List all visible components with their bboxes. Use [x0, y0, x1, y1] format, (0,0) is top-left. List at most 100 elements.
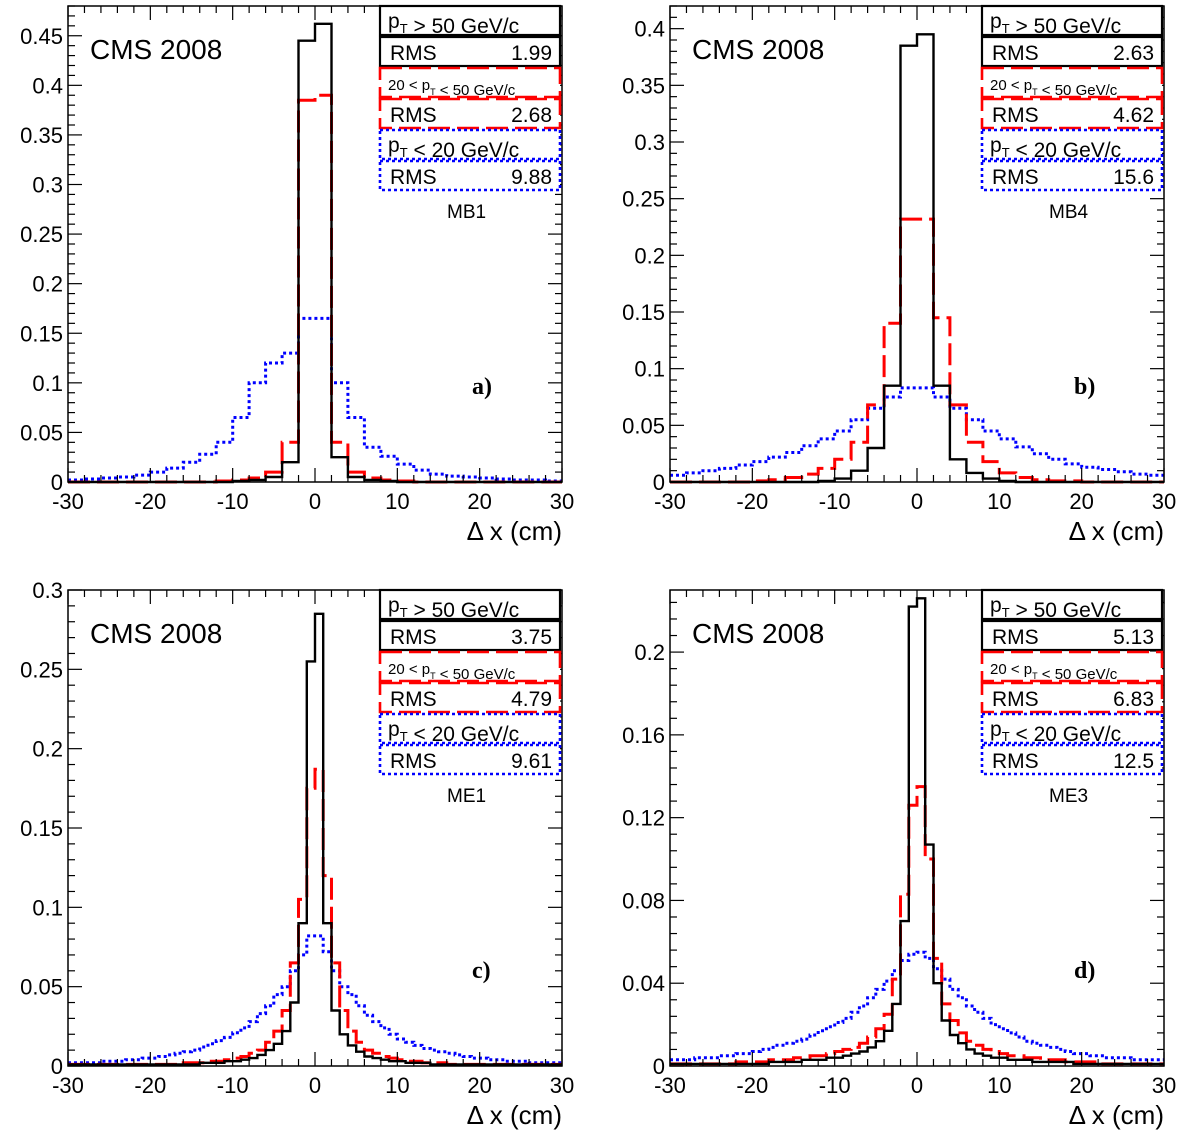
x-tick-label: 10 [987, 489, 1011, 514]
x-tick-label: -10 [819, 1073, 851, 1098]
legend-series-name: pT > 50 GeV/c [388, 594, 519, 622]
x-tick-label: -20 [134, 1073, 166, 1098]
y-tick-label: 0.12 [622, 806, 665, 831]
legend-box [378, 743, 562, 776]
x-tick-label: -20 [134, 489, 166, 514]
legend-box [980, 4, 1164, 37]
legend-rms-label: RMS [992, 104, 1039, 127]
panel-letter: d) [1074, 958, 1095, 984]
legend-rms-label: RMS [992, 166, 1039, 189]
x-tick-label: -10 [819, 489, 851, 514]
legend-box [378, 712, 562, 745]
y-tick-label: 0.2 [32, 737, 63, 762]
x-tick-label: -30 [654, 1073, 686, 1098]
x-tick-label: -20 [736, 1073, 768, 1098]
legend-box [378, 66, 562, 99]
y-tick-label: 0.35 [622, 73, 665, 98]
legend-box [980, 619, 1164, 652]
y-tick-label: 0.35 [20, 123, 63, 148]
chart-panel-mb1: -30 -20 -10 0 10 20 30 0 0.05 0.1 0.15 0.2 0.25 0.3 0.… [20, 4, 574, 546]
legend-series-name: 20 < pT < 50 GeV/c [388, 77, 516, 99]
x-axis-label: Δ x (cm) [467, 516, 562, 546]
y-tick-label: 0.15 [622, 300, 665, 325]
legend-entry-dashed: 20 < pT < 50 GeV/c RMS 2.68 [378, 66, 562, 130]
legend-rms-value: 4.62 [1113, 104, 1154, 127]
y-tick-label: 0.1 [32, 895, 63, 920]
legend-rms-value: 5.13 [1113, 626, 1154, 649]
legend-rms-value: 1.99 [511, 42, 552, 65]
y-tick-label: 0.04 [622, 971, 665, 996]
legend-box [378, 619, 562, 652]
x-tick-label: 10 [385, 489, 409, 514]
legend-box [980, 128, 1164, 161]
y-tick-label: 0.3 [32, 578, 63, 603]
histogram-solid-series [68, 612, 562, 1066]
y-tick-label: 0.1 [634, 357, 665, 382]
panel-letter: c) [472, 958, 491, 984]
y-tick-label: 0 [51, 1054, 63, 1079]
x-tick-label: 30 [550, 1073, 574, 1098]
y-tick-label: 0.25 [20, 657, 63, 682]
x-tick-label: 20 [467, 489, 491, 514]
legend-entry-solid: pT > 50 GeV/c RMS 2.63 [980, 4, 1164, 68]
legend-box [980, 159, 1164, 192]
experiment-label: CMS 2008 [90, 34, 222, 65]
legend-rms-value: 12.5 [1113, 750, 1154, 773]
station-label: MB4 [1049, 202, 1089, 223]
x-tick-label: -10 [217, 1073, 249, 1098]
legend-entry-dashed: 20 < pT < 50 GeV/c RMS 4.79 [378, 650, 562, 714]
x-tick-label: 30 [550, 489, 574, 514]
legend-series-name: pT > 50 GeV/c [388, 10, 519, 38]
legend-entry-dotted: pT < 20 GeV/c RMS 9.88 [378, 128, 562, 192]
legend-series-name: 20 < pT < 50 GeV/c [388, 661, 516, 683]
x-axis-label: Δ x (cm) [1069, 1100, 1164, 1130]
legend-box [378, 128, 562, 161]
y-tick-label: 0.4 [634, 17, 665, 42]
legend-box [980, 650, 1164, 683]
legend-series-name: pT < 20 GeV/c [388, 718, 519, 746]
legend-rms-value: 2.63 [1113, 42, 1154, 65]
legend-box [980, 712, 1164, 745]
experiment-label: CMS 2008 [692, 618, 824, 649]
x-tick-label: 30 [1152, 489, 1176, 514]
x-axis-label: Δ x (cm) [467, 1100, 562, 1130]
y-tick-label: 0 [51, 470, 63, 495]
x-axis-label: Δ x (cm) [1069, 516, 1164, 546]
legend-entry-solid: pT > 50 GeV/c RMS 1.99 [378, 4, 562, 68]
y-tick-label: 0.45 [20, 24, 63, 49]
legend-rms-label: RMS [992, 626, 1039, 649]
legend-rms-value: 9.88 [511, 166, 552, 189]
legend-box [980, 743, 1164, 776]
legend-rms-label: RMS [992, 750, 1039, 773]
legend-rms-value: 9.61 [511, 750, 552, 773]
legend-box [378, 35, 562, 68]
legend-box [980, 66, 1164, 99]
legend-series-name: pT < 20 GeV/c [990, 134, 1121, 162]
legend-rms-label: RMS [390, 688, 437, 711]
legend-rms-label: RMS [390, 626, 437, 649]
panel-letter: b) [1074, 374, 1095, 400]
legend-rms-value: 2.68 [511, 104, 552, 127]
y-tick-label: 0.25 [622, 187, 665, 212]
histogram-dotted-series [68, 934, 562, 1065]
x-tick-label: 10 [385, 1073, 409, 1098]
x-tick-label: 20 [1069, 489, 1093, 514]
legend-box [980, 681, 1164, 714]
legend-entry-dotted: pT < 20 GeV/c RMS 15.6 [980, 128, 1164, 192]
x-tick-label: 0 [309, 489, 321, 514]
station-label: ME1 [447, 786, 486, 807]
legend-entry-dashed: 20 < pT < 50 GeV/c RMS 4.62 [980, 66, 1164, 130]
experiment-label: CMS 2008 [692, 34, 824, 65]
legend-rms-label: RMS [390, 42, 437, 65]
y-tick-label: 0.2 [32, 272, 63, 297]
y-tick-label: 0.2 [634, 640, 665, 665]
legend-series-name: pT < 20 GeV/c [388, 134, 519, 162]
experiment-label: CMS 2008 [90, 618, 222, 649]
legend-box [378, 588, 562, 621]
y-tick-label: 0.05 [20, 975, 63, 1000]
y-tick-label: 0.2 [634, 243, 665, 268]
legend-series-name: 20 < pT < 50 GeV/c [990, 661, 1118, 683]
legend-series-name: 20 < pT < 50 GeV/c [990, 77, 1118, 99]
chart-panel-mb4: -30 -20 -10 0 10 20 30 0 0.05 0.1 0.15 0.2 0.25 0.3 0.… [622, 4, 1176, 546]
